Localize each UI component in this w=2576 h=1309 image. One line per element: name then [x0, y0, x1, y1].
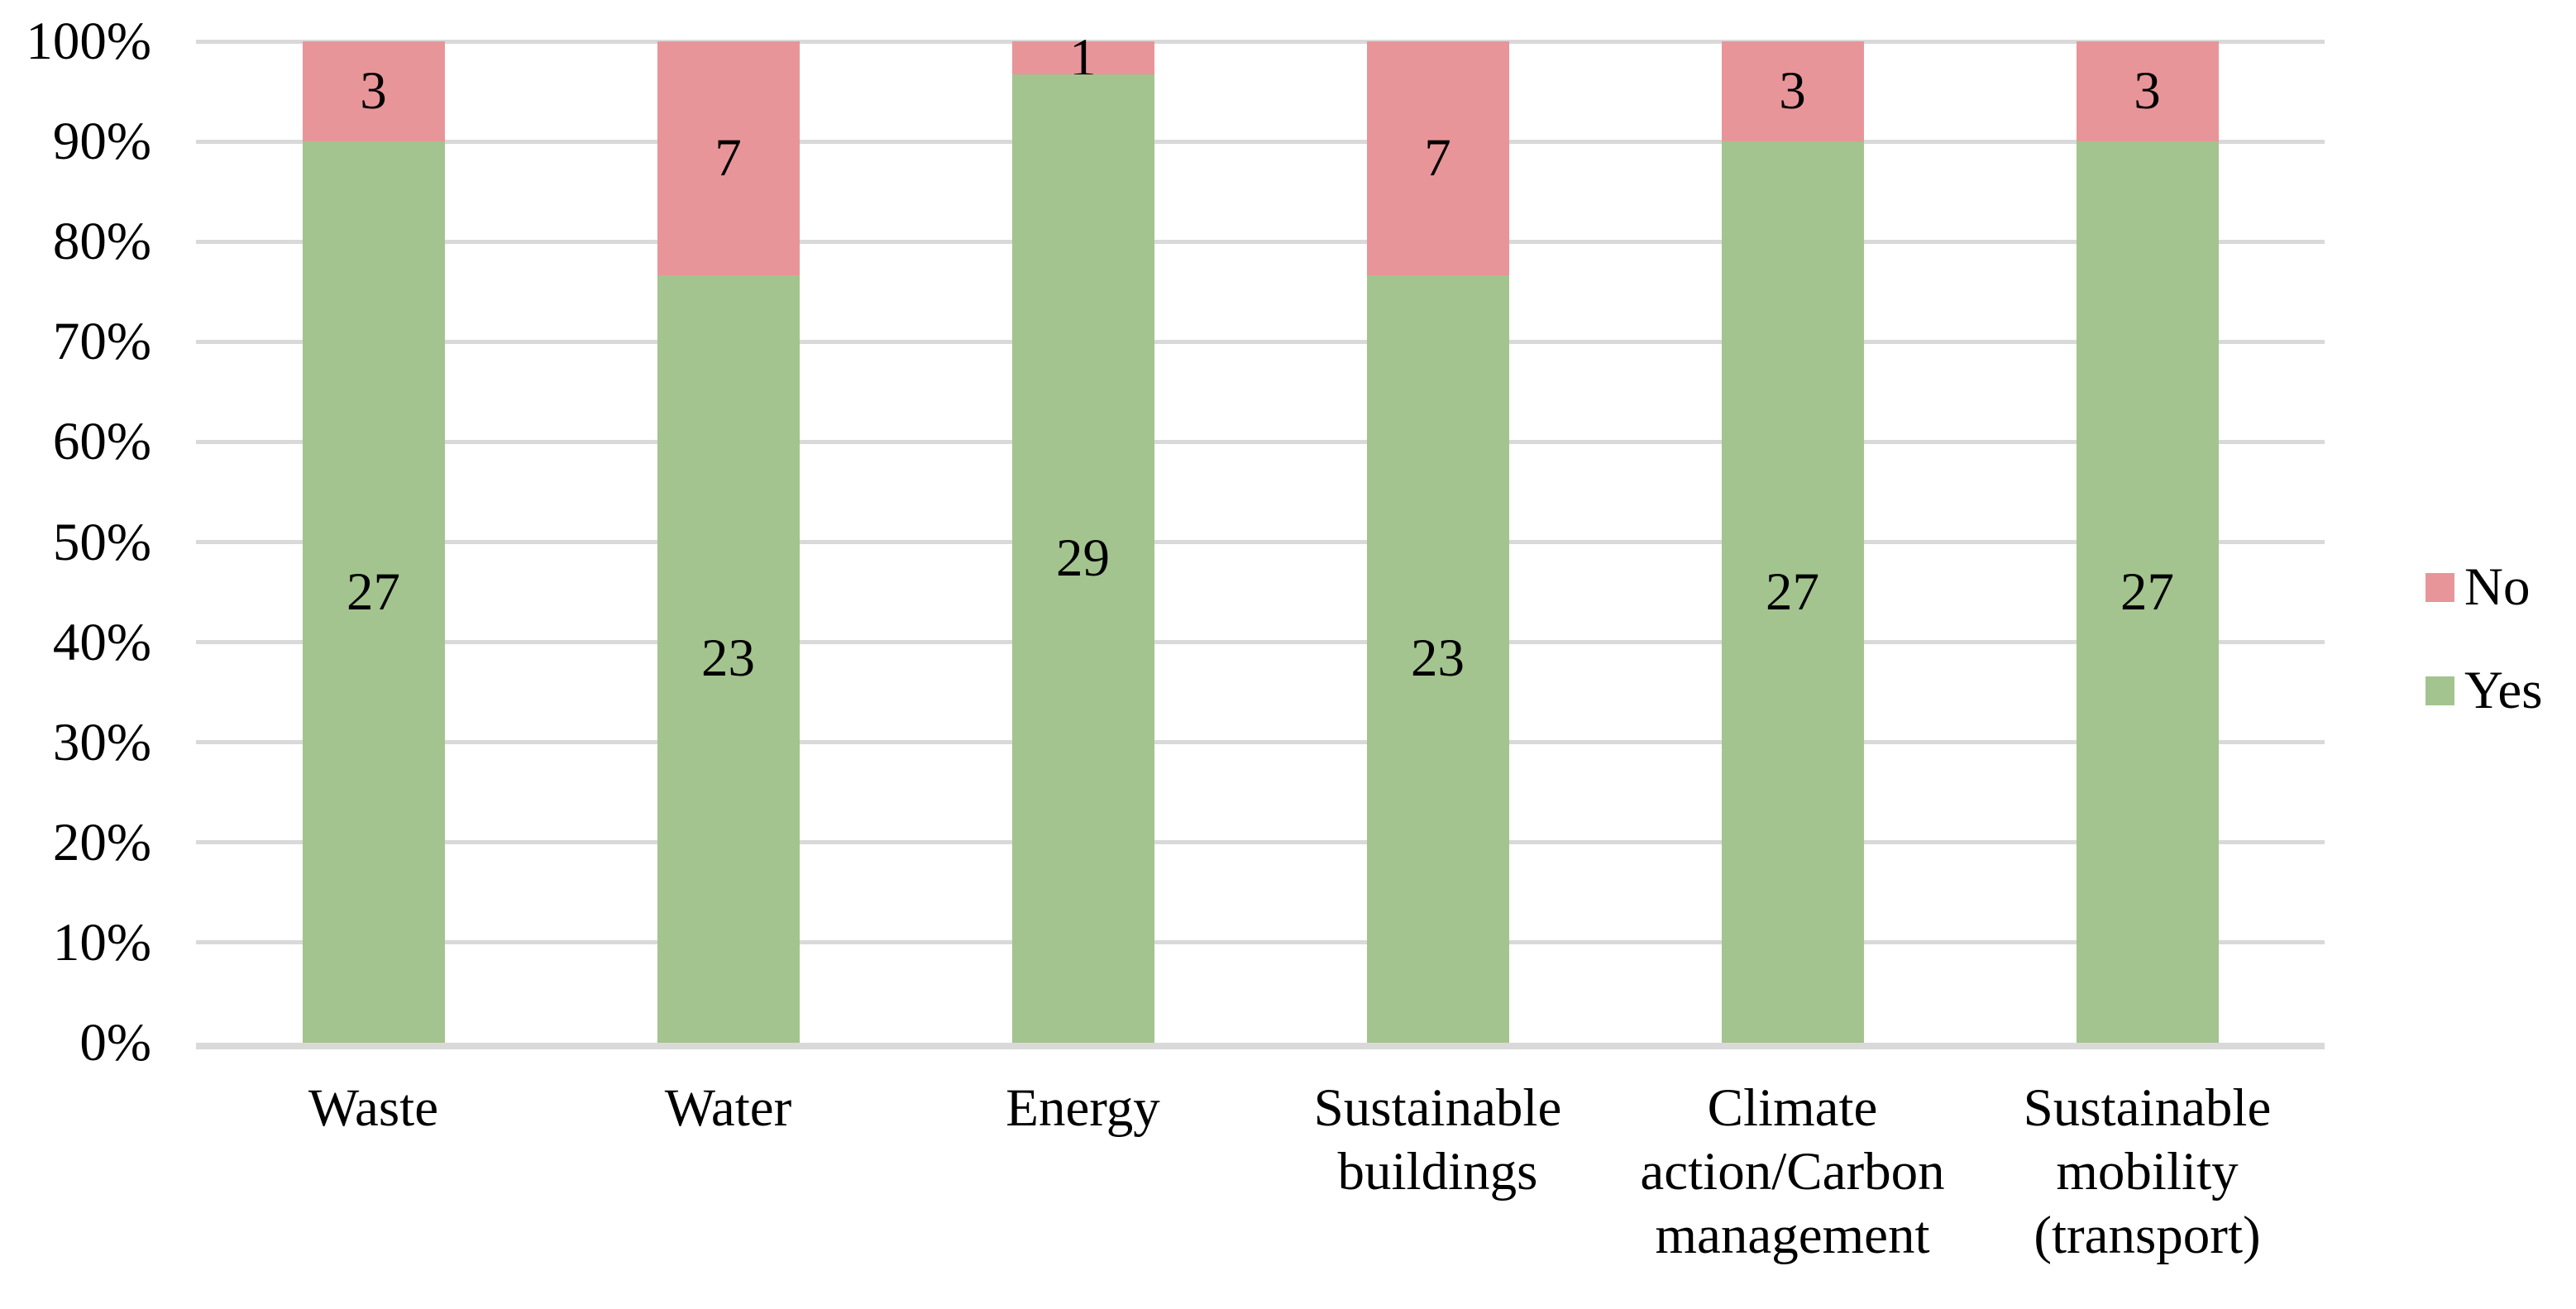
legend-entry-yes: Yes — [2425, 662, 2543, 719]
data-label-yes-waste: 27 — [346, 561, 400, 622]
x-label-sustainable-buildings: Sustainable buildings — [1260, 1077, 1615, 1204]
x-label-line: action/Carbon — [1640, 1142, 1945, 1202]
data-label-yes-energy: 29 — [1056, 528, 1110, 589]
x-label-line: Waste — [308, 1078, 439, 1138]
x-label-line: Energy — [1006, 1078, 1160, 1138]
data-label-yes-sustainable-buildings: 23 — [1411, 628, 1465, 689]
gridline-20pct — [196, 840, 2325, 845]
y-tick-label-0: 0% — [79, 1013, 151, 1073]
segment-no-energy: 1 — [1011, 31, 1154, 84]
y-tick-label-90: 90% — [52, 112, 151, 172]
legend-swatch-yes — [2425, 676, 2454, 705]
gridline-30pct — [196, 740, 2325, 745]
segment-no-sustainable-mobility-transport: 3 — [2076, 41, 2219, 142]
bar-sustainable-mobility-transport: 3 27 — [2076, 41, 2219, 1043]
bar-climate-action-carbon-management: 3 27 — [1721, 41, 1864, 1043]
data-label-no-waste: 3 — [360, 61, 387, 122]
segment-yes-water: 23 — [657, 275, 800, 1043]
bar-energy: 1 29 — [1011, 31, 1154, 1043]
data-label-no-sustainable-buildings: 7 — [1424, 127, 1451, 188]
gridline-50pct — [196, 540, 2325, 544]
x-label-water: Water — [551, 1077, 906, 1140]
x-label-line: Water — [664, 1078, 792, 1138]
segment-no-water: 7 — [657, 41, 800, 275]
bar-water: 7 23 — [657, 41, 800, 1043]
segment-yes-climate-action-carbon-management: 27 — [1721, 141, 1864, 1043]
y-tick-label-100: 100% — [26, 12, 151, 71]
y-tick-label-10: 10% — [52, 912, 151, 972]
x-label-waste: Waste — [196, 1077, 551, 1140]
x-label-line: (transport) — [2034, 1206, 2261, 1265]
x-label-line: Sustainable — [2023, 1078, 2272, 1138]
legend-swatch-no — [2425, 572, 2454, 602]
gridline-90pct — [196, 139, 2325, 144]
segment-yes-waste: 27 — [302, 141, 445, 1043]
bar-sustainable-buildings: 7 23 — [1366, 41, 1509, 1043]
gridline-10pct — [196, 940, 2325, 945]
gridline-80pct — [196, 239, 2325, 244]
legend-entry-no: No — [2425, 558, 2543, 616]
x-label-sustainable-mobility-transport: Sustainable mobility (transport) — [1970, 1077, 2325, 1268]
y-tick-label-60: 60% — [52, 412, 151, 472]
segment-yes-energy: 29 — [1011, 74, 1154, 1043]
y-tick-label-40: 40% — [52, 612, 151, 672]
x-label-line: Climate — [1707, 1078, 1878, 1138]
y-tick-label-50: 50% — [52, 512, 151, 572]
segment-yes-sustainable-mobility-transport: 27 — [2076, 141, 2219, 1043]
gridline-100pct — [196, 39, 2325, 44]
x-axis-line — [196, 1043, 2325, 1049]
gridline-70pct — [196, 339, 2325, 344]
y-tick-label-20: 20% — [52, 812, 151, 872]
y-tick-label-70: 70% — [52, 312, 151, 372]
x-label-line: Sustainable — [1313, 1078, 1562, 1138]
gridline-60pct — [196, 439, 2325, 444]
segment-no-sustainable-buildings: 7 — [1366, 41, 1509, 275]
data-label-no-climate-action-carbon-management: 3 — [1779, 61, 1806, 122]
y-tick-label-30: 30% — [52, 712, 151, 772]
y-tick-label-80: 80% — [52, 212, 151, 272]
data-label-no-water: 7 — [714, 127, 742, 188]
legend: No Yes — [2425, 558, 2543, 719]
legend-label-yes: Yes — [2464, 661, 2543, 720]
gridline-40pct — [196, 640, 2325, 645]
x-label-line: management — [1655, 1206, 1930, 1265]
data-label-yes-climate-action-carbon-management: 27 — [1766, 561, 1819, 622]
legend-label-no: No — [2464, 557, 2531, 617]
bar-waste: 3 27 — [302, 41, 445, 1043]
x-label-line: mobility — [2056, 1142, 2239, 1202]
data-label-no-sustainable-mobility-transport: 3 — [2134, 61, 2161, 122]
data-label-yes-water: 23 — [701, 628, 755, 689]
segment-no-waste: 3 — [302, 41, 445, 142]
x-label-line: buildings — [1337, 1142, 1538, 1202]
data-label-yes-sustainable-mobility-transport: 27 — [2120, 561, 2174, 622]
segment-no-climate-action-carbon-management: 3 — [1721, 41, 1864, 142]
x-label-energy: Energy — [906, 1077, 1260, 1140]
segment-yes-sustainable-buildings: 23 — [1366, 275, 1509, 1043]
x-label-climate-action-carbon-management: Climate action/Carbon management — [1615, 1077, 1970, 1268]
